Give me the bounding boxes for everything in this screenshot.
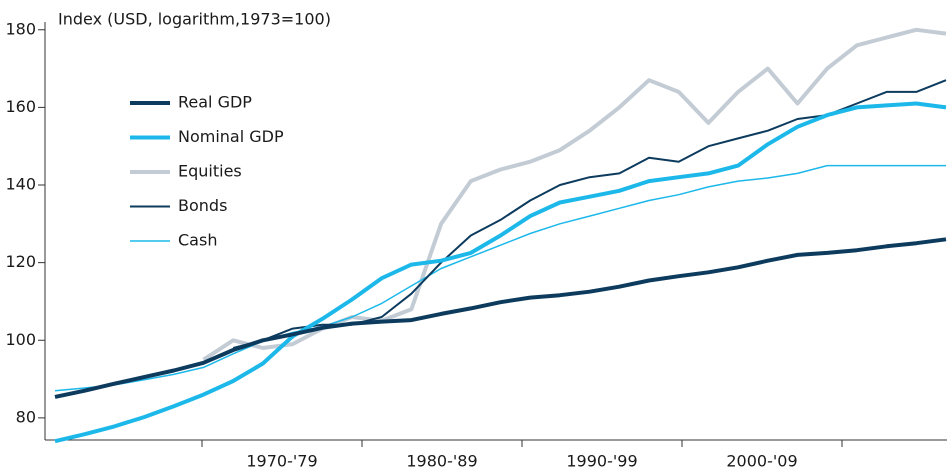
legend-label: Equities (178, 162, 242, 181)
series-line (54, 101, 947, 444)
legend-label: Real GDP (178, 93, 252, 112)
x-tick-label: 1980-'89 (406, 452, 477, 471)
series-line (202, 27, 947, 362)
y-tick-label: 160 (5, 97, 36, 116)
legend-label: Cash (178, 231, 217, 250)
series-line (54, 164, 946, 392)
x-tick-label: 1990-'99 (566, 452, 637, 471)
x-tick-label: 1970-'79 (246, 452, 317, 471)
y-tick-label: 140 (5, 175, 36, 194)
chart-title: Index (USD, logarithm,1973=100) (58, 10, 331, 29)
y-tick-label: 180 (5, 19, 36, 38)
y-tick-label: 100 (5, 330, 36, 349)
legend-label: Bonds (178, 196, 227, 215)
series-line (54, 237, 947, 399)
y-tick-label: 120 (5, 252, 36, 271)
x-tick-label: 2000-'09 (726, 452, 797, 471)
y-tick-label: 80 (16, 407, 36, 426)
legend-label: Nominal GDP (178, 127, 284, 146)
